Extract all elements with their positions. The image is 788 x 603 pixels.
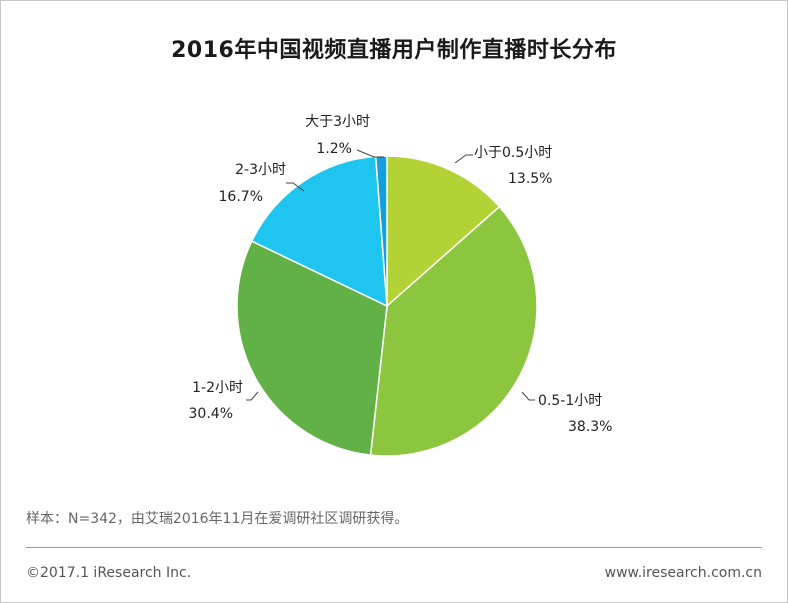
slice-value-label: 13.5%	[508, 171, 552, 187]
leader-line	[454, 154, 473, 164]
slice-value-label: 38.3%	[568, 419, 612, 435]
pie-slice	[369, 205, 538, 457]
slice-label: 1-2小时	[192, 380, 243, 396]
chart-title: 2016年中国视频直播用户制作直播时长分布	[171, 38, 617, 63]
website-link[interactable]: www.iresearch.com.cn	[604, 565, 762, 581]
slice-label: 0.5-1小时	[538, 393, 602, 409]
leader-line	[521, 391, 535, 401]
slice-value-label: 1.2%	[316, 141, 352, 157]
pie-slice	[374, 155, 388, 307]
slice-label: 小于0.5小时	[474, 145, 552, 161]
leader-line	[356, 149, 384, 158]
leader-line	[286, 182, 305, 192]
slice-value-label: 16.7%	[219, 189, 263, 205]
leader-line	[246, 391, 259, 401]
footer-divider	[26, 547, 762, 548]
slice-label: 大于3小时	[305, 114, 370, 130]
pie-slice	[386, 155, 501, 308]
pie-slice	[250, 155, 388, 308]
slice-label: 2-3小时	[235, 162, 286, 178]
pie-chart: 小于0.5小时 13.5% 0.5-1小时 38.3% 1-2小时 30.4% 2-3小时 1…	[189, 114, 612, 457]
sample-note: 样本：N=342，由艾瑞2016年11月在爱调研社区调研获得。	[26, 511, 409, 527]
copyright-text: ©2017.1 iResearch Inc.	[26, 565, 192, 581]
pie-slice	[236, 240, 388, 456]
slice-value-label: 30.4%	[189, 406, 233, 422]
